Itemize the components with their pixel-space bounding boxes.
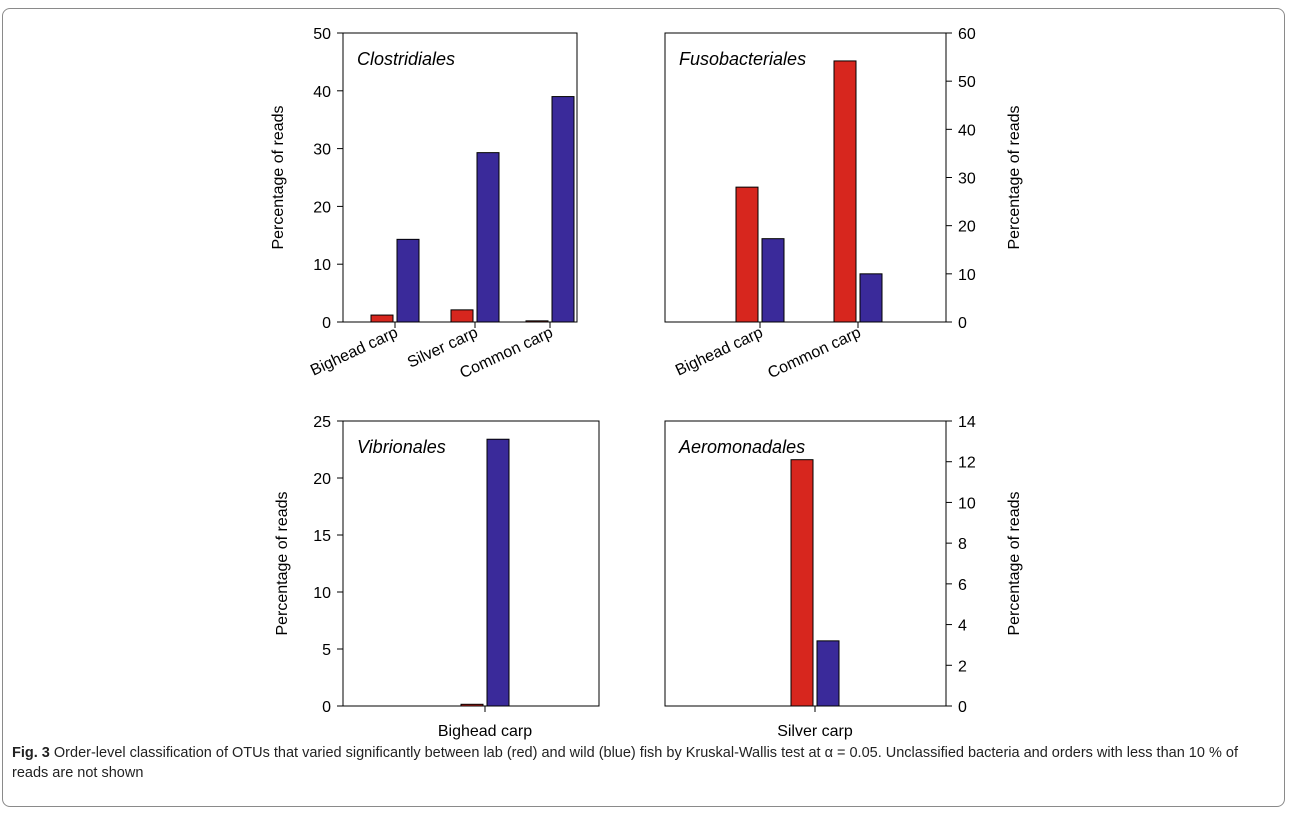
y-tick-label: 50 [313, 26, 331, 43]
y-axis-label: Percentage of reads [274, 491, 291, 635]
y-tick-label: 0 [322, 699, 331, 716]
x-tick-label: Common carp [765, 324, 863, 382]
x-tick-label: Bighead carp [438, 723, 532, 740]
y-axis-label: Percentage of reads [1006, 105, 1023, 249]
caption-label: Fig. 3 [12, 745, 50, 761]
bar [790, 459, 814, 707]
y-tick-label: 0 [958, 699, 967, 716]
y-tick-label: 14 [958, 414, 976, 431]
figure-frame [2, 8, 1285, 807]
y-tick-label: 25 [313, 414, 331, 431]
y-tick-label: 20 [958, 219, 976, 236]
chart-title: Aeromonadales [678, 437, 805, 457]
bar [833, 60, 857, 323]
y-tick-label: 40 [313, 84, 331, 101]
y-tick-label: 30 [313, 142, 331, 159]
y-tick-label: 8 [958, 536, 967, 553]
x-tick-label: Bighead carp [308, 324, 401, 379]
y-tick-label: 50 [958, 74, 976, 91]
y-tick-label: 15 [313, 528, 331, 545]
y-tick-label: 2 [958, 658, 967, 675]
x-tick-label: Silver carp [777, 723, 853, 740]
plot-area [342, 32, 578, 323]
y-tick-label: 40 [958, 122, 976, 139]
chart-title: Clostridiales [357, 49, 455, 69]
y-tick-label: 10 [958, 495, 976, 512]
y-tick-label: 5 [322, 642, 331, 659]
bar [396, 238, 420, 323]
y-tick-label: 20 [313, 199, 331, 216]
x-tick-label: Bighead carp [673, 324, 766, 379]
y-tick-label: 0 [958, 315, 967, 332]
bar [551, 96, 575, 323]
y-tick-label: 0 [322, 315, 331, 332]
bar [370, 314, 394, 323]
y-tick-label: 30 [958, 171, 976, 188]
bar [486, 438, 510, 707]
bar [450, 309, 474, 323]
y-tick-label: 20 [313, 471, 331, 488]
chart-title: Fusobacteriales [679, 49, 806, 69]
plot-area [664, 32, 947, 323]
bar [525, 320, 549, 323]
y-tick-label: 12 [958, 455, 976, 472]
caption-text: Order-level classification of OTUs that … [12, 745, 1238, 781]
y-tick-label: 60 [958, 26, 976, 43]
bar [735, 186, 759, 323]
y-axis-label: Percentage of reads [1006, 491, 1023, 635]
y-tick-label: 10 [958, 267, 976, 284]
bar [816, 640, 840, 707]
bar [460, 703, 484, 707]
bar [859, 273, 883, 323]
figure-caption: Fig. 3 Order-level classification of OTU… [12, 743, 1274, 783]
y-tick-label: 4 [958, 618, 967, 635]
bar [761, 238, 785, 323]
y-tick-label: 6 [958, 577, 967, 594]
y-axis-label: Percentage of reads [270, 105, 287, 249]
chart-title: Vibrionales [357, 437, 446, 457]
y-tick-label: 10 [313, 585, 331, 602]
bar [476, 152, 500, 323]
plot-area [342, 420, 600, 707]
y-tick-label: 10 [313, 257, 331, 274]
